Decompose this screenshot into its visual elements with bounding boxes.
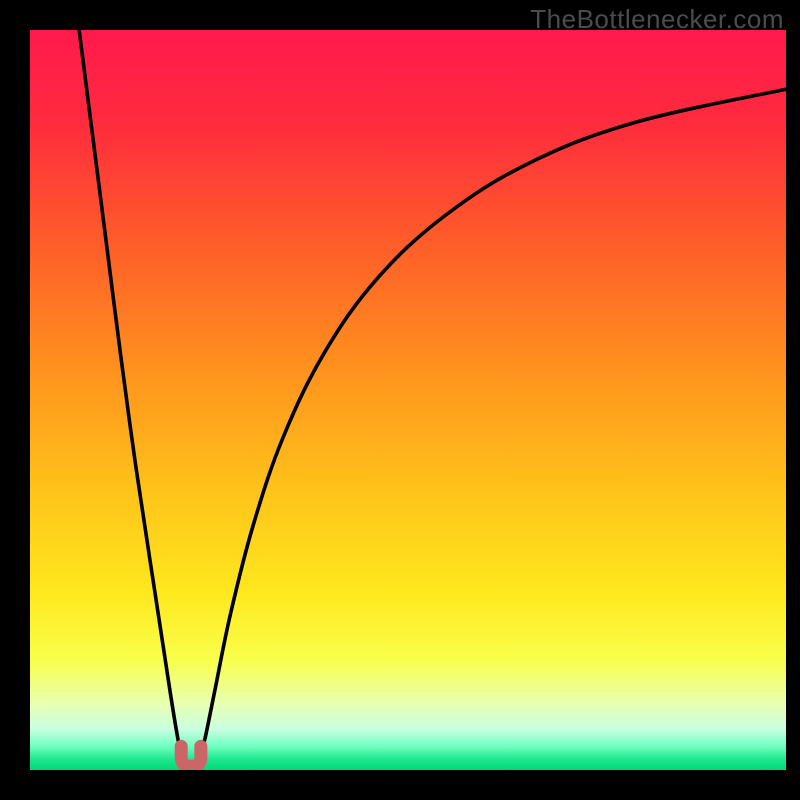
- curve-right: [199, 89, 786, 760]
- curve-layer: [30, 30, 786, 770]
- curve-left: [79, 30, 183, 760]
- optimal-marker-u-icon: [181, 746, 201, 766]
- chart-root: TheBottlenecker.com: [0, 0, 800, 800]
- watermark-text: TheBottlenecker.com: [530, 4, 784, 35]
- plot-area: [30, 30, 786, 770]
